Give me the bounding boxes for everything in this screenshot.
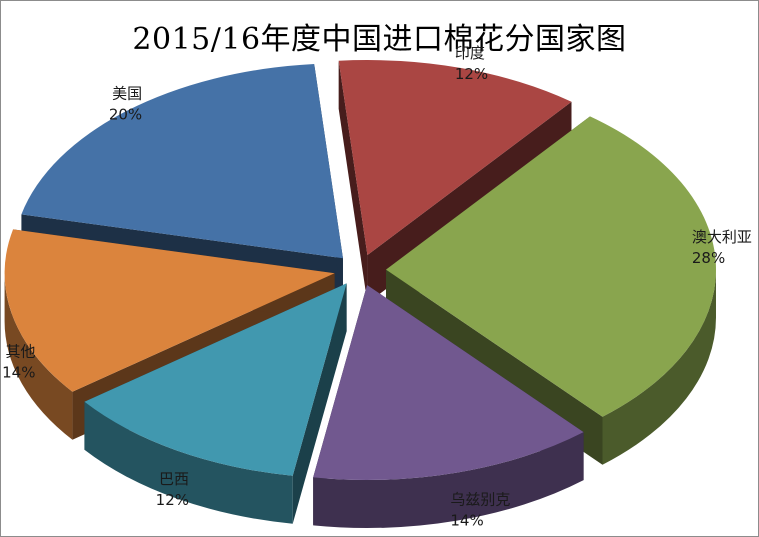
pie-slice-2 [313, 285, 584, 481]
slice-label: 乌兹别克 [450, 491, 510, 509]
pie-side [84, 401, 293, 524]
pie-side [313, 432, 584, 529]
slice-label: 其他 [5, 343, 35, 361]
slice-label: 澳大利亚 [692, 228, 752, 246]
slice-value-label: 12% [455, 65, 488, 83]
slice-value-label: 20% [109, 105, 142, 123]
pie-slice-4 [4, 229, 335, 392]
slice-value-label: 14% [450, 512, 483, 530]
slice-value-label: 28% [692, 249, 725, 267]
slice-label: 印度 [455, 44, 485, 62]
pie-labels: 印度 12% 澳大利亚 28% 乌兹别克 14% 巴西 12% 其他 14% 美国 20% [2, 44, 752, 529]
pie-slice-3 [84, 283, 347, 476]
pie-slice-0 [338, 60, 572, 256]
pie-slice-5 [21, 63, 343, 259]
pie-slice-1 [385, 116, 716, 417]
slice-label: 巴西 [159, 470, 189, 488]
pie-wall [338, 60, 368, 304]
pie-wall [292, 283, 347, 524]
chart-title: 2015/16年度中国进口棉花分国家图 [132, 22, 627, 57]
pie-side [602, 269, 716, 465]
slice-value-label: 14% [2, 364, 35, 382]
slice-label: 美国 [112, 84, 142, 102]
pie-side [4, 273, 73, 440]
pie-tops [4, 60, 716, 481]
slice-value-label: 12% [156, 491, 189, 509]
